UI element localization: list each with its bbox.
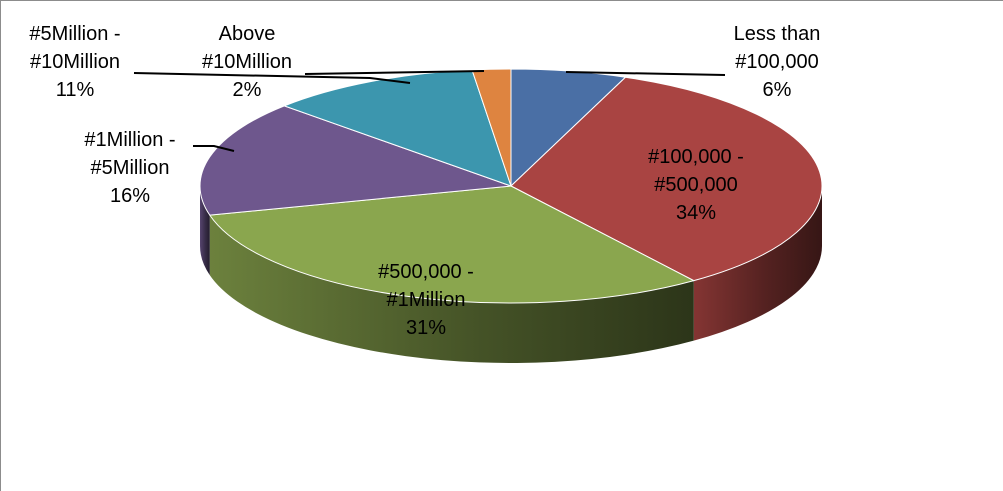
data-label-4: #5Million - #10Million 11%	[29, 23, 120, 101]
data-label-line: #5Million	[91, 157, 170, 179]
data-label-line: 6%	[763, 79, 792, 101]
data-label-line: 11%	[56, 79, 95, 101]
data-label-line: #10Million	[30, 51, 120, 73]
data-label-5: Above #10Million 2%	[202, 23, 292, 101]
data-label-line: #5Million -	[29, 23, 120, 45]
data-label-line: #1Million	[387, 289, 466, 311]
data-label-line: 2%	[233, 79, 262, 101]
data-label-line: #500,000	[654, 174, 737, 196]
data-label-line: Above	[219, 23, 276, 45]
data-label-3: #1Million - #5Million 16%	[84, 129, 175, 207]
data-label-line: #100,000	[735, 51, 818, 73]
data-label-line: #100,000 -	[648, 146, 744, 168]
data-label-0: Less than #100,000 6%	[734, 23, 821, 101]
data-label-line: #500,000 -	[378, 261, 474, 283]
data-label-line: 31%	[406, 317, 446, 339]
data-label-line: #10Million	[202, 51, 292, 73]
data-label-line: #1Million -	[84, 129, 175, 151]
data-label-line: 16%	[110, 185, 150, 207]
data-label-line: 34%	[676, 202, 716, 224]
data-label-line: Less than	[734, 23, 821, 45]
